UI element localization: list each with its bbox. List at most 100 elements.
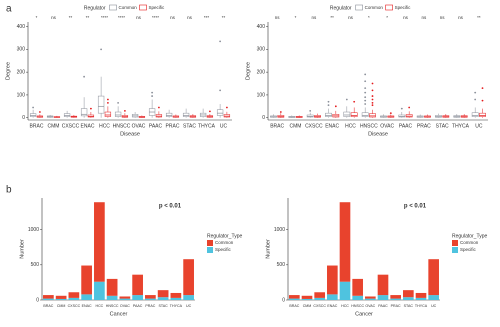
annotation: p < 0.01 bbox=[159, 204, 182, 210]
bar-segment bbox=[68, 292, 80, 298]
outlier bbox=[364, 87, 367, 89]
outlier bbox=[107, 98, 109, 101]
bar-segment bbox=[81, 294, 92, 300]
y-tick-label: 0 bbox=[282, 297, 285, 303]
y-axis-label: Number bbox=[19, 239, 25, 259]
legend-swatch bbox=[109, 4, 117, 11]
legend-label: Common bbox=[215, 240, 234, 245]
y-tick-label: 300 bbox=[257, 47, 266, 53]
legend-swatch bbox=[452, 240, 458, 246]
bar-segment bbox=[301, 298, 313, 300]
outlier bbox=[90, 107, 92, 110]
significance-label: * bbox=[36, 15, 38, 20]
x-tick-label: BRAC bbox=[289, 304, 299, 308]
outlier bbox=[158, 106, 160, 109]
x-tick-label: OVAC bbox=[365, 304, 375, 308]
legend-title: Regulator_Type bbox=[207, 233, 243, 239]
x-tick-label: PAAC bbox=[399, 123, 413, 129]
bar-segment bbox=[428, 295, 439, 300]
y-axis-label: Number bbox=[265, 239, 271, 259]
box bbox=[343, 111, 351, 117]
x-tick-label: ENAC bbox=[81, 123, 95, 129]
bar-segment bbox=[377, 295, 389, 300]
bar-segment bbox=[145, 298, 156, 300]
x-tick-label: PRAC bbox=[166, 123, 180, 129]
bar-segment bbox=[132, 295, 143, 300]
bar-segment bbox=[415, 297, 427, 300]
x-tick-label: STAC bbox=[404, 304, 414, 308]
outlier bbox=[408, 106, 411, 109]
x-tick-label: CXSCC bbox=[305, 123, 323, 129]
box bbox=[216, 109, 224, 116]
legend-swatch bbox=[207, 247, 213, 253]
x-axis-label: Cancer bbox=[110, 311, 128, 317]
bar-segment bbox=[390, 298, 401, 300]
y-tick-label: 0 bbox=[22, 115, 25, 121]
significance-label: ** bbox=[69, 15, 73, 20]
bar-segment bbox=[403, 297, 414, 300]
bar-segment bbox=[55, 295, 67, 299]
bar-segment bbox=[352, 278, 363, 296]
x-tick-label: THYCA bbox=[452, 123, 470, 129]
outlier bbox=[389, 112, 392, 115]
x-axis-label: Disease bbox=[120, 131, 140, 137]
x-tick-label: PRAC bbox=[417, 123, 431, 129]
x-tick-label: BRAC bbox=[270, 123, 284, 129]
box bbox=[350, 112, 358, 117]
significance-label: * bbox=[386, 15, 388, 20]
outlier bbox=[371, 89, 374, 92]
significance-label: ns bbox=[421, 15, 427, 20]
significance-label: ns bbox=[440, 15, 446, 20]
x-tick-label: STAC bbox=[436, 123, 449, 129]
outlier bbox=[371, 95, 374, 97]
y-tick-label: 400 bbox=[257, 24, 266, 30]
bar-segment bbox=[339, 281, 351, 300]
legend-label: Specific bbox=[460, 247, 477, 252]
outlier bbox=[226, 106, 228, 109]
bar-segment bbox=[43, 295, 54, 299]
bar-segment bbox=[327, 294, 338, 300]
y-tick-label: 500 bbox=[31, 262, 40, 268]
x-tick-label: CXSCC bbox=[313, 304, 326, 308]
annotation: p < 0.01 bbox=[404, 204, 427, 210]
box bbox=[479, 112, 486, 117]
outlier bbox=[371, 82, 374, 85]
x-tick-label: PAAC bbox=[378, 304, 388, 308]
outlier bbox=[481, 99, 484, 102]
outlier bbox=[334, 105, 337, 108]
significance-label: ns bbox=[311, 15, 317, 20]
x-axis-label: Disease bbox=[368, 131, 388, 137]
outlier bbox=[219, 40, 222, 43]
outlier bbox=[151, 95, 154, 97]
y-axis-label: Degree bbox=[245, 62, 251, 80]
bar-segment bbox=[352, 295, 363, 300]
significance-label: **** bbox=[118, 15, 125, 20]
y-tick-label: 0 bbox=[36, 297, 39, 303]
significance-label: ns bbox=[458, 15, 464, 20]
bar-segment bbox=[415, 292, 427, 298]
bar-segment bbox=[94, 202, 105, 282]
bar-segment bbox=[68, 297, 80, 300]
x-tick-label: CMM bbox=[57, 304, 66, 308]
bar-segment bbox=[106, 278, 118, 296]
x-tick-label: CMM bbox=[48, 123, 60, 129]
legend-label: Specific bbox=[395, 5, 412, 10]
bar-segment bbox=[327, 265, 338, 295]
box bbox=[104, 111, 112, 117]
outlier bbox=[32, 106, 34, 109]
x-tick-label: BRAC bbox=[30, 123, 44, 129]
outlier bbox=[364, 73, 367, 76]
x-tick-label: HCC bbox=[341, 304, 349, 308]
outlier bbox=[353, 100, 356, 103]
significance-label: ns bbox=[275, 15, 281, 20]
box bbox=[97, 95, 105, 114]
bar-segment bbox=[339, 202, 351, 282]
legend-swatch bbox=[355, 4, 363, 11]
x-tick-label: UC bbox=[431, 304, 437, 308]
y-tick-label: 100 bbox=[257, 92, 266, 98]
bar-segment bbox=[43, 298, 54, 300]
legend-label: Common bbox=[460, 240, 479, 245]
box bbox=[325, 112, 332, 117]
outlier bbox=[100, 48, 102, 51]
y-tick-label: 500 bbox=[277, 262, 286, 268]
